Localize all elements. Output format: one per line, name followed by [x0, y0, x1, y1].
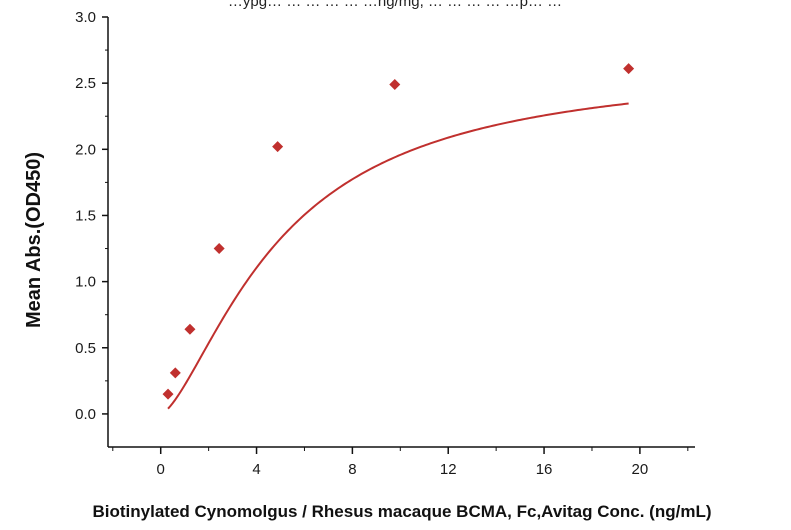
data-point-diamond [162, 388, 174, 400]
x-tick-label: 8 [348, 461, 356, 478]
y-tick-label: 2.5 [75, 75, 96, 92]
x-tick-label: 16 [536, 461, 553, 478]
data-point-diamond [389, 78, 401, 90]
data-point-diamond [169, 367, 181, 379]
data-point-diamond [184, 323, 196, 335]
x-tick-label: 0 [157, 461, 165, 478]
y-ticks: 0.0 0.5 1.0 1.5 2.0 2.5 3.0 [75, 9, 108, 423]
data-points [162, 63, 635, 400]
data-point-diamond [272, 141, 284, 153]
y-tick-label: 0.5 [75, 340, 96, 357]
x-tick-label: 4 [252, 461, 260, 478]
y-tick-label: 2.0 [75, 141, 96, 158]
x-tick-label: 12 [440, 461, 457, 478]
fit-curve [167, 102, 629, 410]
x-ticks: 0 4 8 12 16 20 [112, 447, 689, 478]
y-tick-label: 1.0 [75, 274, 96, 291]
y-axis-title: Mean Abs.(OD450) [23, 152, 45, 328]
data-point-diamond [213, 243, 225, 255]
data-point-diamond [623, 63, 635, 75]
chart-top-text: …ypg… … … … … …ng/mg, … … … … …p… … [228, 0, 562, 10]
y-tick-label: 0.0 [75, 406, 96, 423]
y-tick-label: 1.5 [75, 207, 96, 224]
x-tick-label: 20 [632, 461, 649, 478]
y-tick-label: 3.0 [75, 9, 96, 26]
x-axis-title: Biotinylated Cynomolgus / Rhesus macaque… [93, 502, 712, 521]
